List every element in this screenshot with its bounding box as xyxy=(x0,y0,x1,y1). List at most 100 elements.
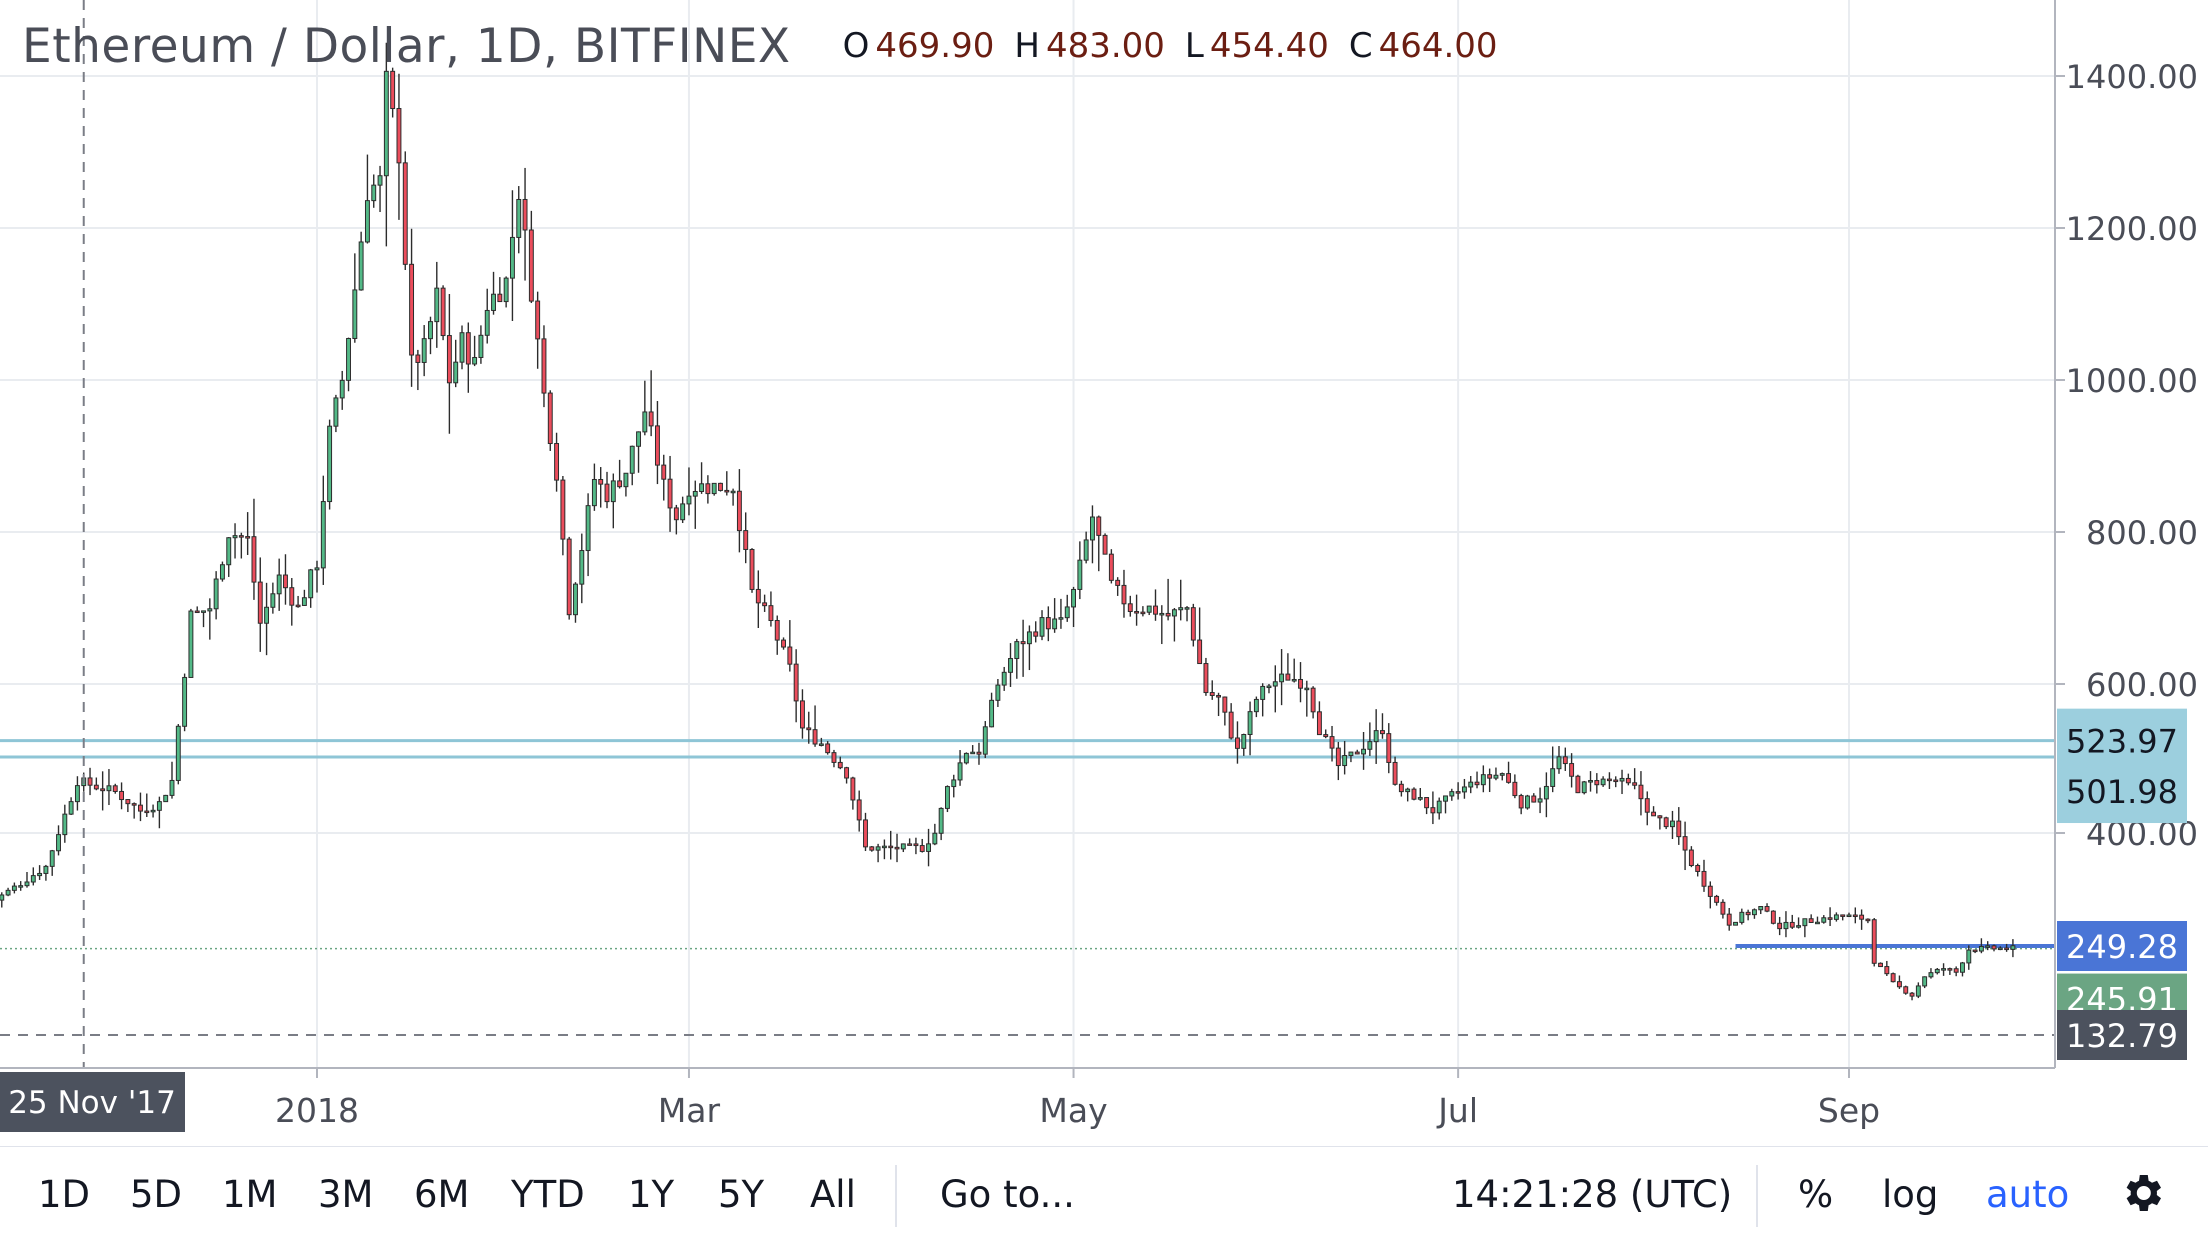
price-tick-label: 600.00 xyxy=(2086,666,2198,704)
goto-date-button[interactable]: Go to... xyxy=(940,1173,1075,1216)
candle-body-down xyxy=(238,535,244,538)
candle xyxy=(1575,774,1581,794)
candle xyxy=(1285,653,1291,681)
candle-body-up xyxy=(680,503,686,521)
candle xyxy=(232,523,238,559)
candle xyxy=(1890,972,1896,983)
candle xyxy=(320,475,326,585)
candle-body-down xyxy=(787,646,793,665)
candle xyxy=(257,557,263,652)
candle-body-up xyxy=(711,482,717,495)
symbol-title[interactable]: Ethereum / Dollar, 1D, BITFINEX xyxy=(22,18,791,74)
candle-body-down xyxy=(907,843,913,846)
candle xyxy=(1203,657,1209,696)
candle xyxy=(428,316,433,355)
candle xyxy=(692,480,698,529)
candle xyxy=(1146,605,1152,616)
candle xyxy=(1525,794,1530,810)
candle xyxy=(1266,683,1272,694)
candle-body-up xyxy=(1556,756,1562,770)
candle xyxy=(415,349,421,391)
range-5d-button[interactable]: 5D xyxy=(130,1173,183,1216)
candle xyxy=(1184,606,1190,622)
candle xyxy=(251,498,257,600)
range-5y-button[interactable]: 5Y xyxy=(718,1173,765,1216)
candle-body-down xyxy=(1033,631,1039,637)
candle xyxy=(100,771,106,811)
candle-body-up xyxy=(1985,945,1991,948)
utc-clock[interactable]: 14:21:28 (UTC) xyxy=(1452,1173,1733,1216)
candle-body-up xyxy=(276,574,282,595)
candle-body-down xyxy=(736,490,742,532)
percent-scale-button[interactable]: % xyxy=(1798,1173,1834,1216)
candle-body-up xyxy=(188,610,194,678)
range-6m-button[interactable]: 6M xyxy=(414,1173,470,1216)
candle-body-down xyxy=(1840,914,1846,917)
candle xyxy=(686,467,692,516)
range-1m-button[interactable]: 1M xyxy=(222,1173,278,1216)
range-1d-button[interactable]: 1D xyxy=(38,1173,91,1216)
candle-body-up xyxy=(970,751,976,755)
range-ytd-button[interactable]: YTD xyxy=(511,1173,585,1216)
candle-body-up xyxy=(453,361,459,384)
candle xyxy=(358,231,364,291)
candle xyxy=(156,796,162,829)
candle-body-up xyxy=(995,684,1001,701)
candle xyxy=(1430,791,1436,825)
bottom-toolbar: 1D 5D 1M 3M 6M YTD 1Y 5Y All Go to... 14… xyxy=(0,1146,2208,1243)
candle xyxy=(1903,985,1909,995)
candle-body-up xyxy=(629,445,635,474)
log-scale-button[interactable]: log xyxy=(1882,1173,1939,1216)
candle-body-up xyxy=(1052,618,1058,630)
price-chart[interactable]: 400.00600.00800.001000.001200.001400.00 … xyxy=(0,0,2208,1146)
candle-body-up xyxy=(232,535,238,539)
candle-body-up xyxy=(1342,755,1348,767)
candle xyxy=(982,721,988,759)
ohlc-close: C 464.00 xyxy=(1348,26,1498,66)
candle-body-up xyxy=(1600,778,1606,786)
candle-body-up xyxy=(516,198,522,238)
candle xyxy=(1978,938,1984,954)
candle xyxy=(535,291,541,369)
candle xyxy=(522,167,528,281)
range-3m-button[interactable]: 3M xyxy=(318,1173,374,1216)
time-tick-label: May xyxy=(1039,1091,1107,1130)
candle xyxy=(755,570,761,629)
candle xyxy=(383,42,389,247)
auto-scale-button[interactable]: auto xyxy=(1986,1173,2070,1216)
range-all-button[interactable]: All xyxy=(810,1173,856,1216)
candle xyxy=(1323,729,1329,739)
candle xyxy=(112,783,118,794)
candle xyxy=(1802,918,1808,938)
candle-body-up xyxy=(989,699,995,728)
candle xyxy=(1190,603,1196,647)
candle xyxy=(194,606,200,614)
candle-body-up xyxy=(1550,768,1556,787)
candle-body-down xyxy=(1127,603,1133,613)
time-tick-label: Sep xyxy=(1818,1091,1880,1130)
candle xyxy=(1726,907,1732,931)
candle xyxy=(1960,961,1965,977)
candle-body-down xyxy=(755,588,761,604)
candle-body-down xyxy=(1808,918,1814,923)
candle-body-down xyxy=(1203,663,1209,694)
candle-body-down xyxy=(1115,579,1121,586)
candle-body-down xyxy=(1153,605,1158,615)
candle-body-up xyxy=(1247,711,1253,736)
candle-body-up xyxy=(1291,678,1297,682)
candle-body-up xyxy=(932,832,938,845)
candle-body-up xyxy=(951,779,957,788)
candle xyxy=(289,578,295,626)
time-axis[interactable]: 2018 Mar May Jul Sep xyxy=(275,1068,1880,1130)
candle xyxy=(825,741,831,755)
gear-icon[interactable] xyxy=(2118,1169,2170,1221)
candle xyxy=(1342,740,1348,775)
candle-body-down xyxy=(1165,612,1171,617)
crosshair xyxy=(0,0,2055,1068)
candle xyxy=(938,807,944,841)
candle-body-down xyxy=(194,610,200,614)
range-1y-button[interactable]: 1Y xyxy=(628,1173,675,1216)
candle xyxy=(339,370,345,410)
candle-body-down xyxy=(1688,849,1694,867)
candle-body-down xyxy=(1644,798,1650,813)
